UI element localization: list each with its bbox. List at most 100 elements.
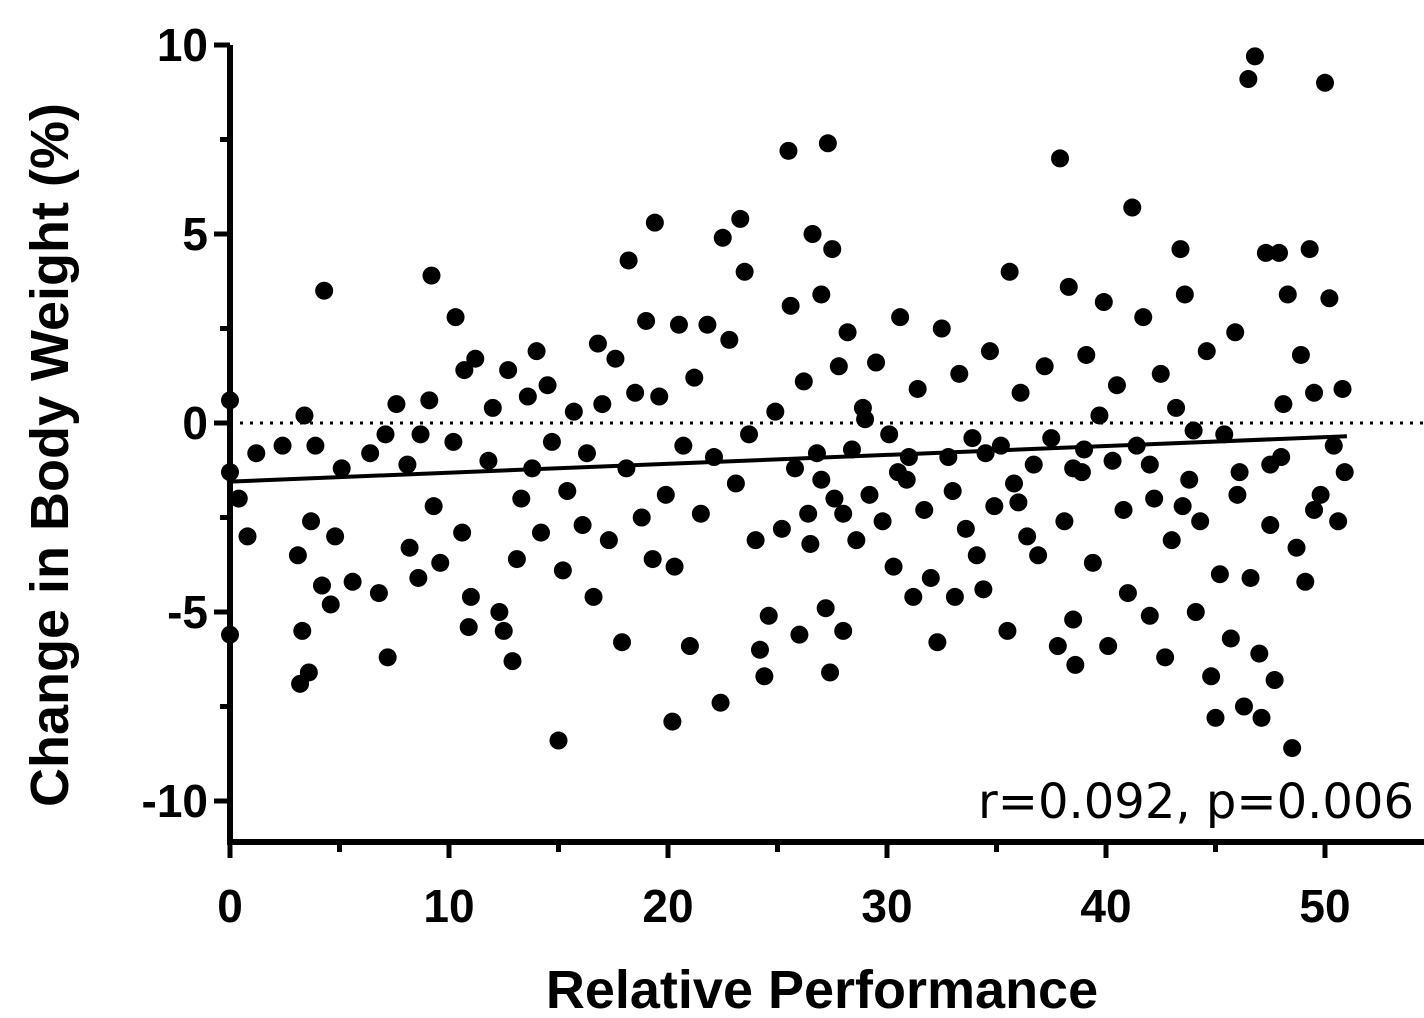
data-point bbox=[518, 387, 537, 406]
data-point bbox=[759, 606, 778, 625]
data-point bbox=[656, 485, 675, 504]
data-point bbox=[238, 527, 257, 546]
data-point bbox=[542, 432, 561, 451]
data-point bbox=[1261, 516, 1280, 535]
data-point bbox=[321, 595, 340, 614]
correlation-annotation: r=0.092, p=0.006 bbox=[978, 774, 1414, 830]
data-point bbox=[1311, 485, 1330, 504]
data-point bbox=[674, 436, 693, 455]
data-point bbox=[645, 213, 664, 232]
data-point bbox=[779, 141, 798, 160]
data-point bbox=[302, 512, 321, 531]
data-point bbox=[273, 436, 292, 455]
data-point bbox=[229, 489, 248, 508]
data-point bbox=[847, 531, 866, 550]
data-point bbox=[507, 550, 526, 569]
data-point bbox=[1261, 455, 1280, 474]
data-point bbox=[908, 379, 927, 398]
data-point bbox=[932, 319, 951, 338]
data-point bbox=[880, 425, 899, 444]
points-layer bbox=[221, 47, 1354, 758]
data-point bbox=[538, 376, 557, 395]
data-point bbox=[490, 603, 509, 621]
data-point bbox=[1324, 436, 1343, 455]
data-point bbox=[888, 463, 907, 482]
data-point bbox=[483, 398, 502, 417]
data-point bbox=[1180, 470, 1199, 489]
data-point bbox=[400, 538, 419, 557]
data-point bbox=[1270, 243, 1289, 262]
data-point bbox=[735, 262, 754, 281]
data-point bbox=[444, 432, 463, 451]
data-point bbox=[1287, 538, 1306, 557]
data-point bbox=[1114, 500, 1133, 519]
data-point bbox=[1278, 285, 1297, 304]
y-tick-label: 5 bbox=[182, 208, 208, 260]
data-point bbox=[523, 459, 542, 478]
data-point bbox=[1042, 429, 1061, 448]
data-point bbox=[459, 618, 478, 637]
data-point bbox=[1300, 240, 1319, 259]
data-point bbox=[1191, 512, 1210, 531]
data-point bbox=[963, 429, 982, 448]
y-tick-label: -5 bbox=[167, 586, 208, 638]
data-point bbox=[584, 587, 603, 606]
data-point bbox=[1134, 308, 1153, 327]
data-point bbox=[1206, 708, 1225, 727]
data-point bbox=[466, 349, 485, 368]
data-point bbox=[823, 240, 842, 259]
data-point bbox=[409, 568, 428, 587]
data-point bbox=[1316, 73, 1334, 92]
data-point bbox=[1265, 671, 1284, 690]
data-point bbox=[1215, 425, 1234, 444]
data-point bbox=[766, 402, 785, 421]
data-point bbox=[295, 406, 314, 425]
data-point bbox=[499, 361, 518, 380]
data-point bbox=[801, 534, 820, 553]
data-point bbox=[829, 357, 848, 376]
data-point bbox=[1226, 323, 1245, 342]
data-point bbox=[713, 228, 732, 247]
data-point bbox=[1035, 357, 1054, 376]
data-point bbox=[680, 637, 699, 656]
data-point bbox=[698, 315, 717, 334]
data-point bbox=[1291, 345, 1310, 364]
data-point bbox=[956, 519, 975, 538]
data-point bbox=[1256, 243, 1275, 262]
x-axis-title: Relative Performance bbox=[546, 960, 1098, 1018]
data-point bbox=[1245, 47, 1264, 66]
data-point bbox=[750, 640, 769, 659]
regression-line bbox=[229, 434, 1347, 484]
data-point bbox=[606, 349, 625, 368]
data-point bbox=[1230, 463, 1249, 482]
data-point bbox=[943, 482, 962, 501]
y-tick-label: 0 bbox=[182, 397, 208, 449]
data-point bbox=[1274, 395, 1293, 414]
data-point bbox=[1064, 610, 1083, 629]
reference-layer bbox=[229, 421, 1424, 484]
data-point bbox=[812, 285, 831, 304]
y-tick-label: 10 bbox=[157, 19, 208, 71]
data-point bbox=[991, 436, 1010, 455]
data-point bbox=[781, 296, 800, 315]
data-point bbox=[842, 440, 861, 459]
data-point bbox=[950, 364, 969, 383]
data-point bbox=[398, 455, 417, 474]
x-tick-labels: 0 10 20 30 40 50 bbox=[217, 880, 1350, 932]
data-point bbox=[867, 353, 886, 372]
data-point bbox=[361, 444, 380, 463]
data-point bbox=[1000, 262, 1019, 281]
y-tick-label: -10 bbox=[142, 775, 208, 827]
data-point bbox=[479, 451, 498, 470]
y-axis-title: Change in Body Weight (%) bbox=[20, 103, 80, 807]
x-tick-label: 50 bbox=[1299, 880, 1350, 932]
data-point bbox=[376, 425, 395, 444]
data-point bbox=[746, 531, 765, 550]
data-point bbox=[312, 576, 331, 595]
data-point bbox=[1228, 485, 1247, 504]
data-point bbox=[786, 459, 805, 478]
data-point bbox=[904, 587, 923, 606]
data-point bbox=[803, 225, 822, 243]
x-tick-label: 20 bbox=[642, 880, 693, 932]
data-point bbox=[315, 281, 334, 300]
